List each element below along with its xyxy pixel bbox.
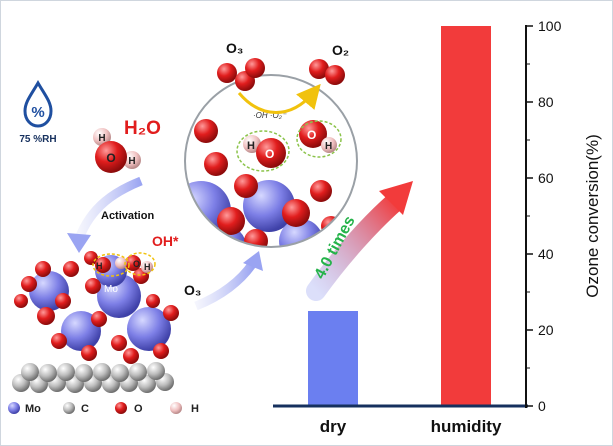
category-label-humidity: humidity bbox=[431, 417, 502, 436]
activation-arrow bbox=[74, 176, 143, 241]
y-axis-label: Ozone conversion(%) bbox=[583, 134, 602, 297]
atom-label-o: O bbox=[106, 151, 115, 165]
conversion-chart: Ozone conversion(%) dry humidity 0 20 40 60 80… bbox=[273, 18, 602, 436]
legend-label-h: H bbox=[191, 403, 199, 415]
enhancement-arrow-head bbox=[379, 181, 413, 215]
atom-label-h: H bbox=[247, 140, 255, 152]
water-molecule: H O H bbox=[93, 128, 141, 173]
legend-marker-o bbox=[115, 402, 127, 414]
y-tick-label: 20 bbox=[538, 322, 554, 338]
legend-label-c: C bbox=[81, 403, 89, 415]
atom-label-h: H bbox=[98, 133, 105, 144]
atom-label-h: H bbox=[144, 262, 151, 272]
atom-label-o: O bbox=[133, 259, 140, 269]
atom-label-o: O bbox=[307, 128, 316, 142]
o-atom bbox=[95, 141, 127, 173]
activation-label: Activation bbox=[101, 210, 154, 222]
atom-label-h: H bbox=[325, 141, 332, 152]
reaction-inset: H O O H ·OH ·O₂⁻ bbox=[184, 74, 358, 248]
bar-humidity bbox=[441, 26, 491, 406]
category-label-dry: dry bbox=[320, 417, 347, 436]
legend-marker-h bbox=[170, 402, 182, 414]
legend-label-o: O bbox=[134, 403, 143, 415]
humidity-drop-glyph: % bbox=[31, 104, 44, 121]
ozone-arrow bbox=[194, 260, 257, 311]
h-atom bbox=[93, 128, 111, 146]
y-tick-label: 100 bbox=[538, 18, 562, 34]
activation-arrow-head bbox=[67, 233, 91, 253]
y-tick-label: 60 bbox=[538, 170, 554, 186]
atom-label-h: H bbox=[128, 156, 135, 167]
oh-label: OH* bbox=[152, 233, 179, 249]
humidity-drop-icon: % bbox=[23, 80, 53, 128]
reaction-intermediates: ·OH ·O₂⁻ bbox=[253, 111, 287, 120]
mo-atom-label: Mo bbox=[104, 284, 118, 295]
y-tick-label: 80 bbox=[538, 94, 554, 110]
water-label: H₂O bbox=[124, 118, 161, 139]
inset-o2-label: O₂ bbox=[332, 42, 349, 58]
y-tick-label: 40 bbox=[538, 246, 554, 262]
legend: Mo C O H bbox=[8, 402, 199, 415]
atom-label-o: O bbox=[265, 147, 274, 161]
inset-o3-label: O₃ bbox=[226, 40, 243, 56]
catalyst-cluster: H O H Mo bbox=[12, 251, 179, 393]
legend-label-mo: Mo bbox=[25, 403, 41, 415]
ozone-molecule bbox=[217, 58, 265, 91]
h-atom bbox=[123, 151, 141, 169]
legend-marker-mo bbox=[8, 402, 20, 414]
y-tick-label: 0 bbox=[538, 398, 546, 414]
atom-label-h: H bbox=[96, 261, 103, 271]
bar-dry bbox=[308, 311, 358, 406]
enhancement-arrow bbox=[306, 191, 406, 301]
carbon-layer bbox=[12, 362, 174, 393]
ozone-arrow-head bbox=[243, 251, 263, 271]
ozone-label: O₃ bbox=[184, 282, 201, 298]
legend-marker-c bbox=[63, 402, 75, 414]
humidity-label: 75 %RH bbox=[19, 134, 56, 145]
conversion-arrow bbox=[237, 83, 321, 114]
oxygen-molecule bbox=[309, 59, 345, 85]
